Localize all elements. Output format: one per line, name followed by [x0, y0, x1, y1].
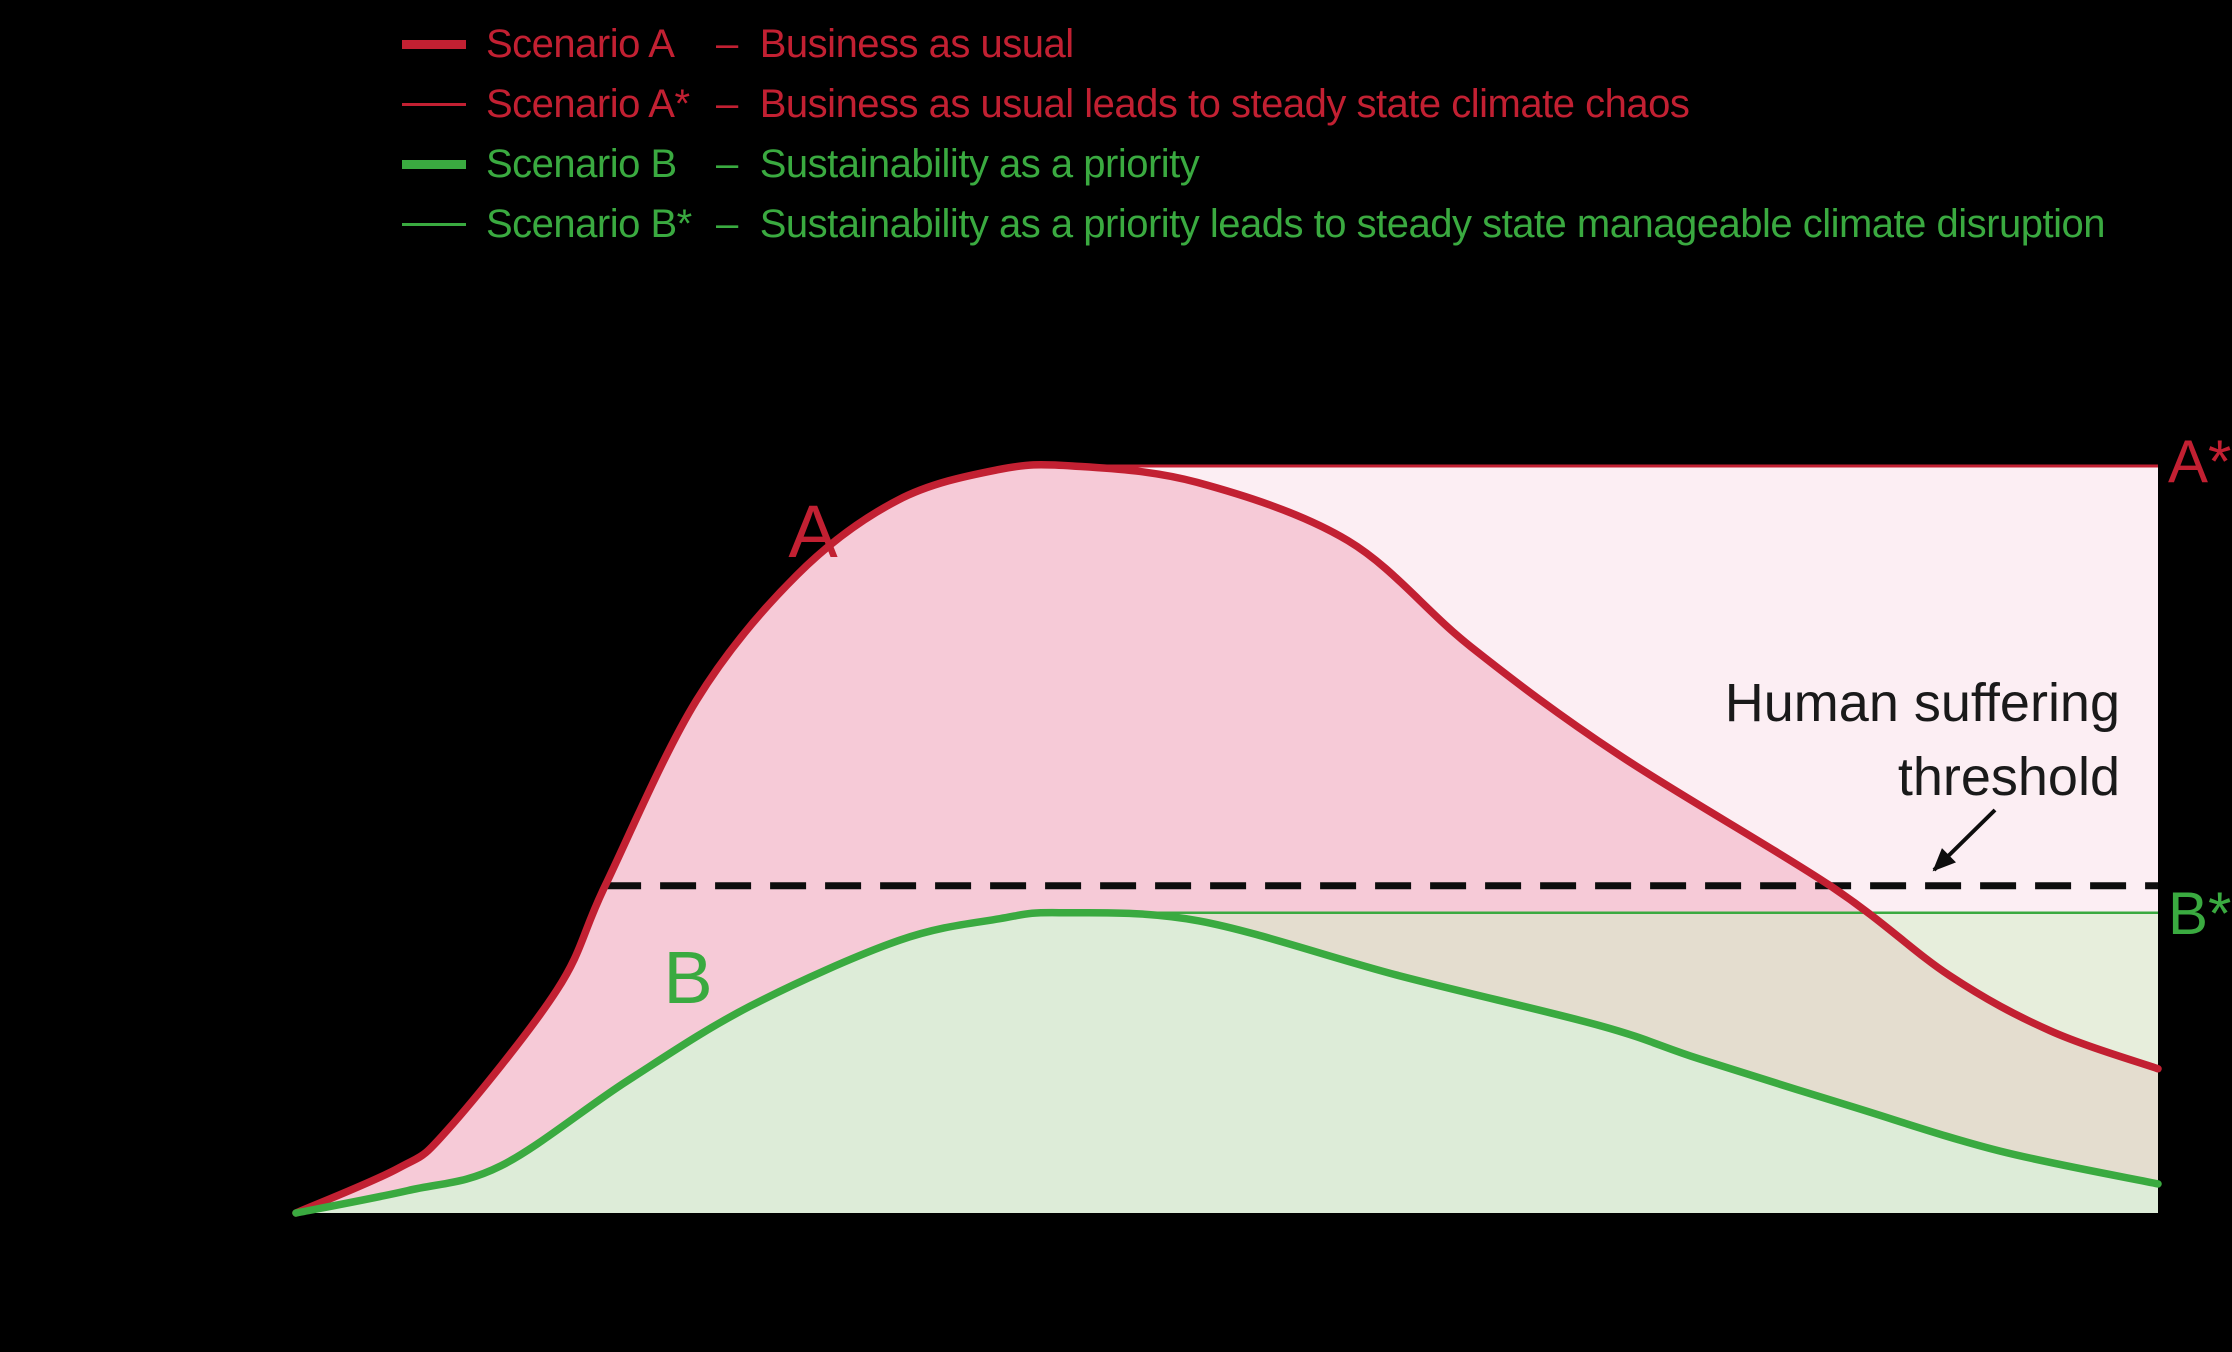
a-star-label: A* — [2168, 428, 2231, 495]
curve-scenario-b — [292, 908, 2162, 1217]
legend-name: Scenario A — [486, 22, 675, 66]
legend-separator: – — [716, 142, 738, 186]
curve-a-label: A — [788, 490, 838, 573]
legend-swatch-scenario-a — [402, 39, 466, 49]
curve-b-label: B — [663, 936, 712, 1019]
legend-separator: – — [716, 202, 738, 246]
threshold-label-line1: Human suffering — [1725, 673, 2120, 733]
legend-item-scenario-b-star: Scenario B* – Sustainability as a priori… — [402, 194, 2105, 254]
legend: Scenario A – Business as usual Scenario … — [402, 14, 2105, 254]
b-star-label: B* — [2168, 880, 2231, 947]
legend-description: Business as usual — [759, 22, 1074, 66]
legend-name: Scenario A* — [486, 82, 690, 126]
legend-item-scenario-a: Scenario A – Business as usual — [402, 14, 2105, 74]
threshold-label-line2: threshold — [1898, 747, 2120, 807]
legend-name: Scenario B* — [486, 202, 692, 246]
legend-description: Sustainability as a priority leads to st… — [759, 202, 2106, 246]
area-fill-under-b — [296, 912, 2158, 1213]
legend-description: Business as usual leads to steady state … — [759, 82, 1690, 126]
threshold-arrow — [1932, 808, 1997, 872]
legend-item-scenario-b: Scenario B – Sustainability as a priorit… — [402, 134, 2105, 194]
legend-item-scenario-a-star: Scenario A* – Business as usual leads to… — [402, 74, 2105, 134]
curve-scenario-a — [292, 461, 2162, 1217]
legend-swatch-scenario-a-star — [402, 102, 466, 106]
legend-separator: – — [716, 22, 738, 66]
legend-description: Sustainability as a priority — [759, 142, 1200, 186]
legend-separator: – — [716, 82, 738, 126]
legend-swatch-scenario-b-star — [402, 222, 466, 226]
legend-name: Scenario B — [486, 142, 677, 186]
legend-swatch-scenario-b — [402, 159, 466, 169]
